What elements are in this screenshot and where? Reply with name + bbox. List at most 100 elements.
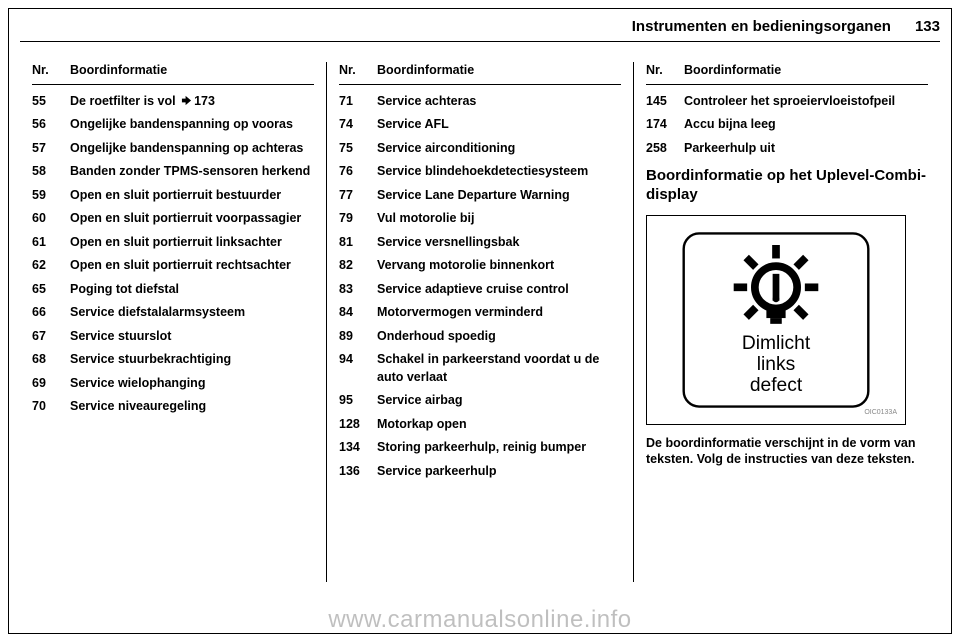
illus-text-3: defect <box>750 375 803 396</box>
row-nr: 84 <box>339 304 377 322</box>
table-row: 58Banden zonder TPMS-sensoren herkend <box>32 163 314 181</box>
row-desc: Accu bijna leeg <box>684 116 928 134</box>
table-row: 89Onderhoud spoedig <box>339 328 621 346</box>
row-desc: De roetfilter is vol 173 <box>70 93 314 111</box>
row-nr: 134 <box>339 439 377 457</box>
row-desc: Open en sluit portierruit rechtsachter <box>70 257 314 275</box>
illustration-credit: OIC0133A <box>864 408 897 418</box>
dimlight-warning-icon: Dimlicht links defect <box>651 220 901 420</box>
row-nr: 145 <box>646 93 684 111</box>
table-row: 65Poging tot diefstal <box>32 281 314 299</box>
row-desc: Service stuurslot <box>70 328 314 346</box>
row-desc: Poging tot diefstal <box>70 281 314 299</box>
row-nr: 81 <box>339 234 377 252</box>
row-nr: 79 <box>339 210 377 228</box>
row-desc: Vul motorolie bij <box>377 210 621 228</box>
row-nr: 58 <box>32 163 70 181</box>
row-nr: 128 <box>339 416 377 434</box>
header-title: Instrumenten en bedieningsorganen <box>632 18 891 35</box>
table-row: 95Service airbag <box>339 392 621 410</box>
row-desc: Storing parkeerhulp, reinig bumper <box>377 439 621 457</box>
page-ref-icon <box>181 95 192 106</box>
row-desc: Vervang motorolie binnenkort <box>377 257 621 275</box>
row-nr: 60 <box>32 210 70 228</box>
row-nr: 76 <box>339 163 377 181</box>
col-head-nr: Nr. <box>646 62 684 80</box>
caption-text: De boordinformatie verschijnt in de vorm… <box>646 435 928 469</box>
table-row: 55 De roetfilter is vol 173 <box>32 93 314 111</box>
row-desc: Service AFL <box>377 116 621 134</box>
row-nr: 83 <box>339 281 377 299</box>
table-row: 59Open en sluit portierruit bestuurder <box>32 187 314 205</box>
row-desc: Controleer het sproeiervloeistofpeil <box>684 93 928 111</box>
table-row: 136Service parkeerhulp <box>339 463 621 481</box>
row-nr: 69 <box>32 375 70 393</box>
row-nr: 95 <box>339 392 377 410</box>
row-desc: Service diefstalalarmsysteem <box>70 304 314 322</box>
table-row: 79Vul motorolie bij <box>339 210 621 228</box>
page-header: Instrumenten en bedieningsorganen 133 <box>20 18 940 42</box>
row-desc: Service achteras <box>377 93 621 111</box>
row-desc: Service niveauregeling <box>70 398 314 416</box>
col-head-desc: Boordinformatie <box>70 62 314 80</box>
table-row: 74Service AFL <box>339 116 621 134</box>
row-desc: Banden zonder TPMS-sensoren herkend <box>70 163 314 181</box>
row-nr: 61 <box>32 234 70 252</box>
row-nr: 258 <box>646 140 684 158</box>
row-nr: 68 <box>32 351 70 369</box>
table-row: 76Service blindehoekdetectiesysteem <box>339 163 621 181</box>
row-desc: Open en sluit portierruit linksachter <box>70 234 314 252</box>
row-desc: Onderhoud spoedig <box>377 328 621 346</box>
header-page-number: 133 <box>915 18 940 35</box>
row-nr: 94 <box>339 351 377 386</box>
table-row: 67Service stuurslot <box>32 328 314 346</box>
row-nr: 89 <box>339 328 377 346</box>
table-row: 68Service stuurbekrachtiging <box>32 351 314 369</box>
table-row: 145Controleer het sproeiervloeistofpeil <box>646 93 928 111</box>
table-row: 66Service diefstalalarmsysteem <box>32 304 314 322</box>
row-nr: 174 <box>646 116 684 134</box>
table-row: 70Service niveauregeling <box>32 398 314 416</box>
row-desc: Service airbag <box>377 392 621 410</box>
row-nr: 71 <box>339 93 377 111</box>
table-row: 77Service Lane Departure Warning <box>339 187 621 205</box>
table-row: 82Vervang motorolie binnenkort <box>339 257 621 275</box>
col-head-nr: Nr. <box>339 62 377 80</box>
table-row: 71Service achteras <box>339 93 621 111</box>
table-row: 60Open en sluit portierruit voorpassagie… <box>32 210 314 228</box>
row-desc: Service adaptieve cruise control <box>377 281 621 299</box>
table-row: 69Service wielophanging <box>32 375 314 393</box>
row-desc-text: De roetfilter is vol <box>70 94 176 108</box>
column-3: Nr. Boordinformatie 145Controleer het sp… <box>633 62 940 582</box>
table-row: 81Service versnellingsbak <box>339 234 621 252</box>
page-ref: 173 <box>194 94 215 108</box>
illustration: Dimlicht links defect OIC0133A <box>651 220 901 420</box>
row-nr: 65 <box>32 281 70 299</box>
illus-text-2: links <box>757 354 795 375</box>
column-2: Nr. Boordinformatie 71Service achteras 7… <box>326 62 633 582</box>
col-head-desc: Boordinformatie <box>377 62 621 80</box>
table-row: 62Open en sluit portierruit rechtsachter <box>32 257 314 275</box>
row-desc: Service parkeerhulp <box>377 463 621 481</box>
row-desc: Ongelijke bandenspanning op achteras <box>70 140 314 158</box>
row-desc: Service blindehoekdetectiesysteem <box>377 163 621 181</box>
table-row: 174Accu bijna leeg <box>646 116 928 134</box>
illus-text-1: Dimlicht <box>742 332 811 353</box>
column-1: Nr. Boordinformatie 55 De roetfilter is … <box>20 62 326 582</box>
row-desc: Parkeerhulp uit <box>684 140 928 158</box>
column-3-header: Nr. Boordinformatie <box>646 62 928 85</box>
row-nr: 55 <box>32 93 70 111</box>
row-nr: 82 <box>339 257 377 275</box>
table-row: 56Ongelijke bandenspanning op vooras <box>32 116 314 134</box>
row-nr: 75 <box>339 140 377 158</box>
subheading: Boordinformatie op het Uplevel-Combi-dis… <box>646 167 928 205</box>
row-desc: Open en sluit portierruit voorpassagier <box>70 210 314 228</box>
row-desc: Motorvermogen verminderd <box>377 304 621 322</box>
row-nr: 77 <box>339 187 377 205</box>
row-nr: 74 <box>339 116 377 134</box>
row-nr: 62 <box>32 257 70 275</box>
table-row: 258Parkeerhulp uit <box>646 140 928 158</box>
row-nr: 66 <box>32 304 70 322</box>
row-nr: 57 <box>32 140 70 158</box>
table-row: 94Schakel in parkeerstand voordat u de a… <box>339 351 621 386</box>
